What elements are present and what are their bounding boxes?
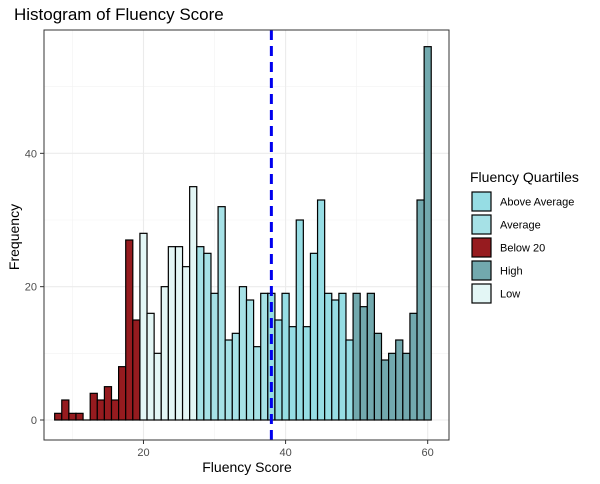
histogram-bar bbox=[402, 352, 411, 421]
histogram-bar bbox=[68, 412, 77, 421]
histogram-bar bbox=[146, 312, 155, 421]
legend-label: Low bbox=[500, 289, 520, 301]
x-tick-label: 60 bbox=[422, 447, 434, 459]
histogram-bar bbox=[118, 366, 127, 421]
histogram-bar bbox=[338, 292, 347, 421]
histogram-bar bbox=[75, 412, 84, 421]
legend-key bbox=[471, 260, 492, 281]
histogram-bar bbox=[238, 286, 248, 421]
plot-border bbox=[43, 29, 450, 441]
histogram-bar bbox=[359, 306, 368, 421]
legend-title: Fluency Quartiles bbox=[470, 169, 579, 185]
histogram-bar bbox=[295, 219, 304, 421]
histogram-bar bbox=[423, 46, 432, 421]
histogram-bar bbox=[217, 206, 226, 421]
legend-label: Below 20 bbox=[500, 243, 545, 255]
histogram-bar bbox=[316, 199, 326, 421]
legend-label: High bbox=[500, 266, 523, 278]
histogram-bar bbox=[395, 339, 404, 421]
legend-key bbox=[471, 237, 492, 258]
histogram-bar bbox=[203, 252, 212, 421]
histogram-bar bbox=[167, 246, 177, 421]
histogram-bar bbox=[380, 359, 390, 421]
histogram-bar bbox=[302, 326, 312, 421]
histogram-bar bbox=[288, 326, 297, 421]
legend: Fluency Quartiles Above Average Average Be… bbox=[470, 169, 579, 304]
x-axis-title: Fluency Score bbox=[202, 459, 292, 475]
legend-label: Average bbox=[500, 220, 541, 232]
histogram-bar bbox=[245, 299, 255, 421]
histogram-bar bbox=[352, 292, 361, 421]
histogram-bar bbox=[388, 352, 397, 421]
y-axis-title: Frequency bbox=[6, 204, 22, 270]
histogram-bar bbox=[253, 346, 262, 421]
x-axis-ticks: 20 40 60 bbox=[137, 440, 434, 459]
histogram-bar bbox=[210, 292, 219, 421]
histogram-bar bbox=[110, 399, 120, 421]
y-tick-label: 40 bbox=[25, 148, 37, 160]
histogram-bar bbox=[153, 352, 162, 421]
histogram-bar bbox=[281, 292, 290, 421]
legend-key bbox=[471, 191, 492, 212]
legend-label: Above Average bbox=[500, 197, 574, 209]
histogram-bar bbox=[160, 286, 169, 421]
histogram-bar bbox=[260, 292, 269, 421]
histogram-bar bbox=[54, 412, 63, 421]
histogram-bar bbox=[89, 392, 98, 421]
histogram-bar bbox=[196, 246, 205, 421]
histogram-bar bbox=[331, 299, 340, 421]
histogram-bar bbox=[231, 332, 240, 421]
histogram-bar bbox=[345, 339, 354, 421]
histogram-bar bbox=[125, 239, 134, 421]
histogram-bar bbox=[132, 319, 141, 421]
y-tick-label: 0 bbox=[31, 415, 37, 427]
histogram-bar bbox=[189, 186, 198, 421]
histogram-bar bbox=[373, 332, 383, 421]
histogram-bar bbox=[409, 312, 418, 421]
histogram-bar bbox=[174, 246, 184, 421]
histogram-bar bbox=[324, 292, 333, 421]
histogram-bar bbox=[96, 399, 105, 421]
histogram-bars bbox=[54, 46, 432, 421]
x-tick-label: 20 bbox=[137, 447, 149, 459]
y-axis-ticks: 0 20 40 bbox=[25, 148, 44, 427]
histogram-bar bbox=[103, 386, 113, 421]
histogram-bar bbox=[416, 199, 425, 421]
x-tick-label: 40 bbox=[279, 447, 291, 459]
histogram-bar bbox=[309, 252, 319, 421]
y-tick-label: 20 bbox=[25, 282, 37, 294]
histogram-bar bbox=[366, 292, 375, 421]
histogram-bar bbox=[139, 232, 148, 421]
legend-key bbox=[471, 283, 492, 304]
chart-title: Histogram of Fluency Score bbox=[14, 5, 224, 24]
histogram-bar bbox=[224, 339, 233, 421]
histogram-bar bbox=[274, 319, 283, 421]
histogram-bar bbox=[61, 399, 70, 421]
histogram-bar bbox=[181, 266, 191, 421]
legend-key bbox=[471, 214, 492, 235]
